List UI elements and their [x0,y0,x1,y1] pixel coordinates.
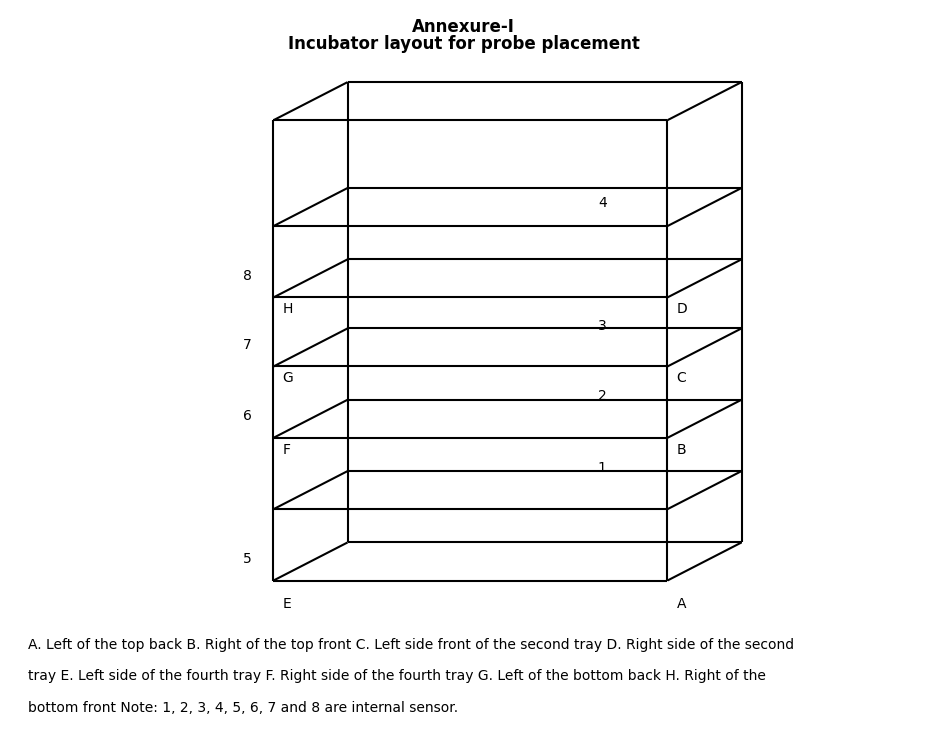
Text: E: E [283,597,291,611]
Text: tray E. Left side of the fourth tray F. Right side of the fourth tray G. Left of: tray E. Left side of the fourth tray F. … [28,669,766,683]
Text: D: D [677,302,688,316]
Text: 1: 1 [598,460,607,475]
Text: Incubator layout for probe placement: Incubator layout for probe placement [287,35,640,54]
Text: H: H [283,302,293,316]
Text: Annexure-I: Annexure-I [413,18,514,37]
Text: 8: 8 [243,269,252,283]
Text: A: A [677,597,686,611]
Text: A. Left of the top back B. Right of the top front C. Left side front of the seco: A. Left of the top back B. Right of the … [28,638,794,652]
Text: 5: 5 [243,552,252,566]
Text: C: C [677,371,687,385]
Text: 6: 6 [243,409,252,423]
Text: F: F [283,443,291,457]
Text: 7: 7 [243,338,252,352]
Text: 4: 4 [598,196,606,210]
Text: 2: 2 [598,389,606,403]
Text: 3: 3 [598,319,606,333]
Text: B: B [677,443,686,457]
Text: G: G [283,371,294,385]
Text: bottom front Note: 1, 2, 3, 4, 5, 6, 7 and 8 are internal sensor.: bottom front Note: 1, 2, 3, 4, 5, 6, 7 a… [28,701,458,715]
